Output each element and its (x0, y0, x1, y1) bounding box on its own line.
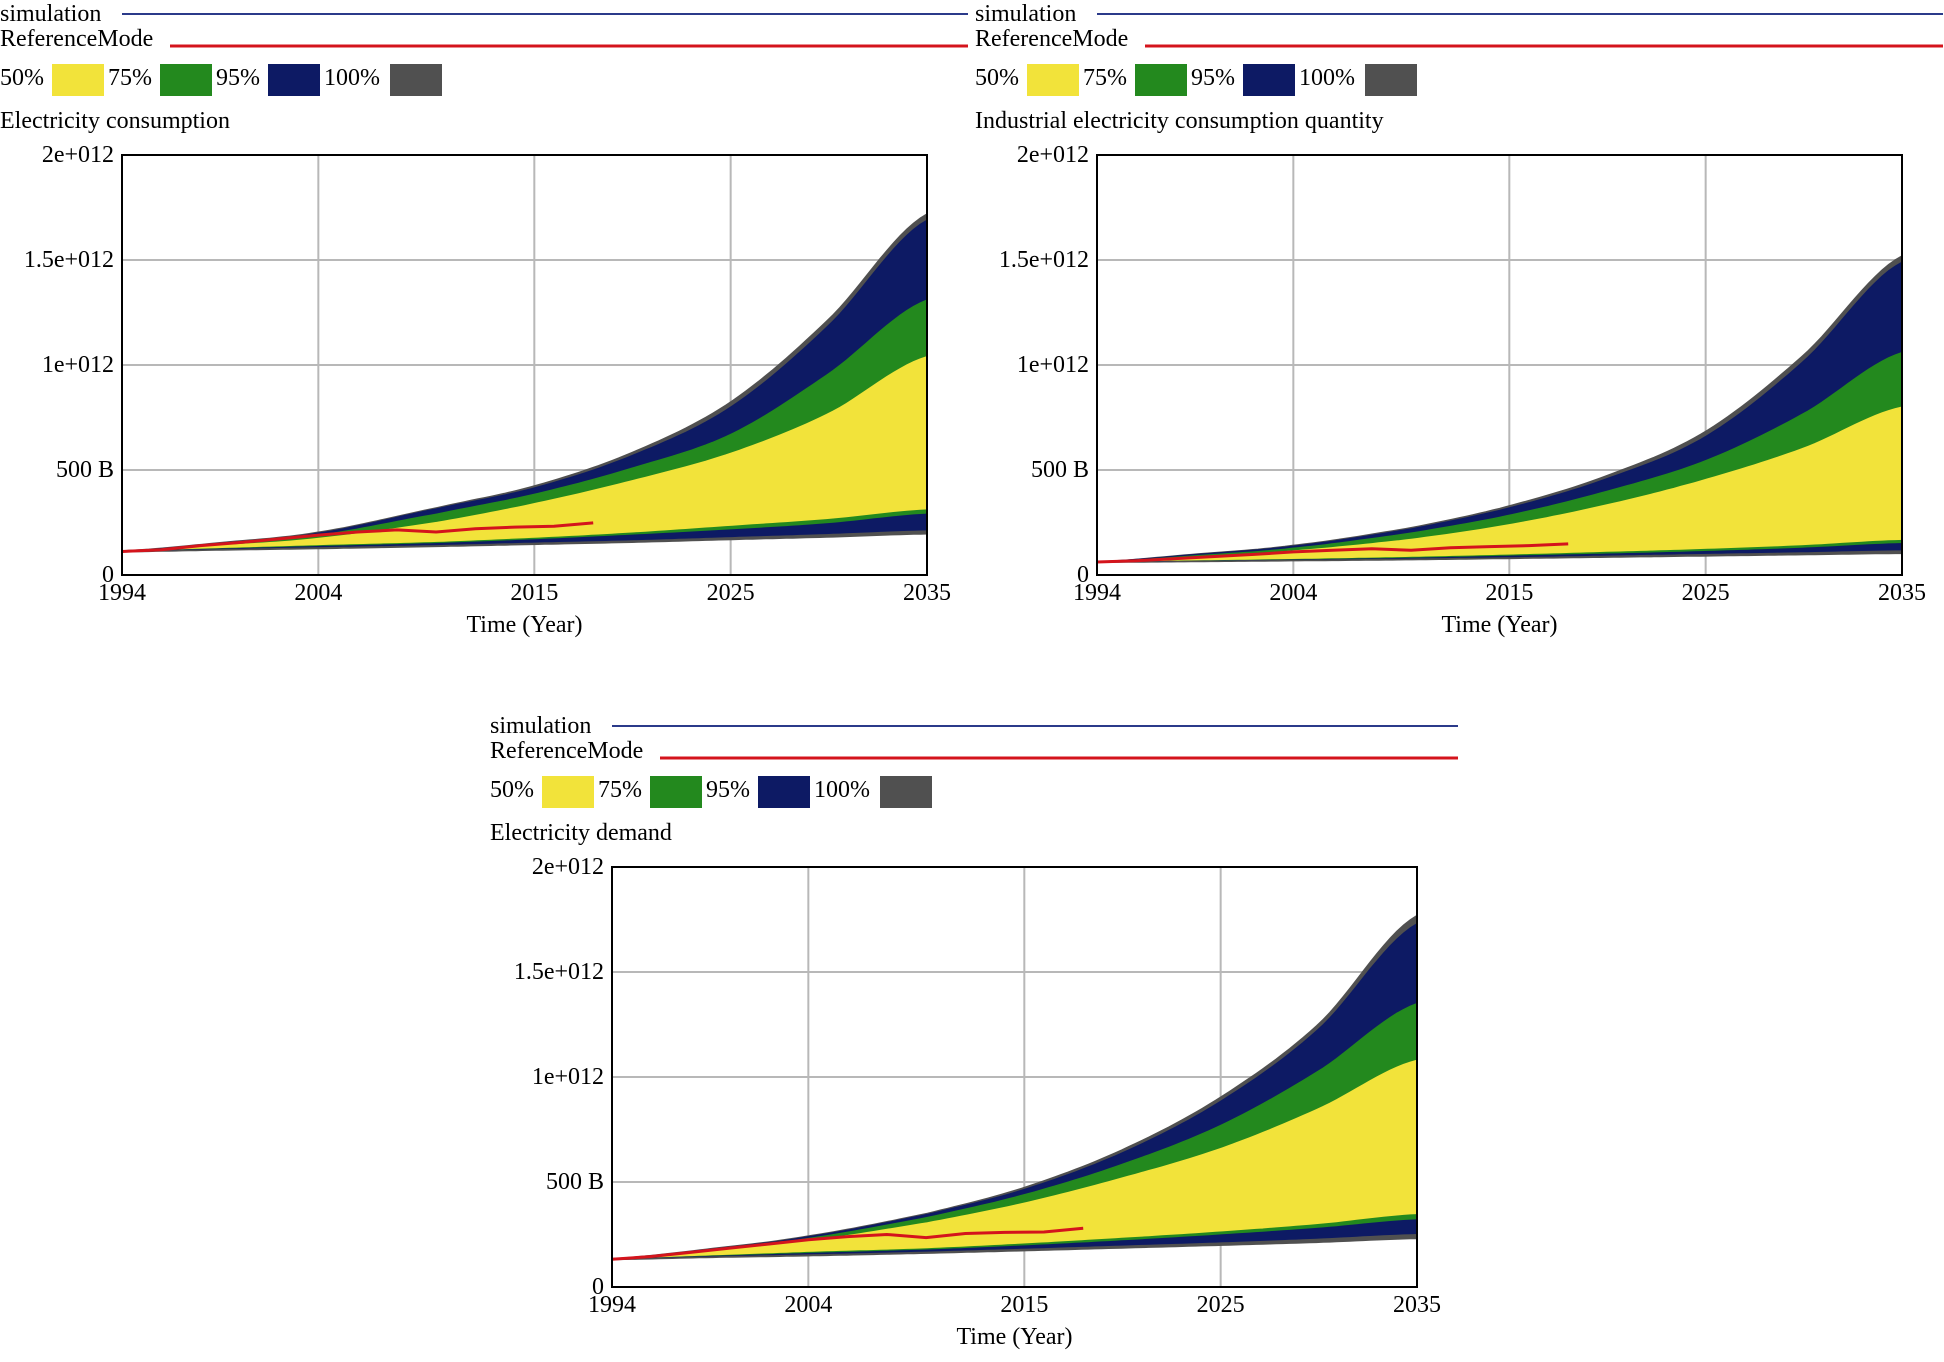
x-axis-label: Time (Year) (1441, 612, 1558, 638)
legend-swatch-75pct (1135, 64, 1187, 96)
x-tick-label: 2015 (1485, 580, 1534, 606)
x-axis-label: Time (Year) (466, 612, 583, 638)
x-tick-label: 1994 (98, 580, 146, 606)
chart-panel-3: simulation ReferenceMode 50% 75% 95% 100% Elec… (490, 712, 1458, 1362)
x-tick-label: 2015 (510, 580, 559, 606)
y-tick-label: 1e+012 (531, 1064, 604, 1090)
chart-title: Electricity consumption (0, 108, 230, 134)
legend-band-label-75pct: 75% (1083, 65, 1127, 91)
legend-band-label-50pct: 50% (975, 65, 1019, 91)
x-tick-label: 2035 (1878, 580, 1926, 606)
legend-band-label-95pct: 95% (1191, 65, 1235, 91)
legend-label-reference-mode: ReferenceMode (975, 26, 1129, 52)
legend-band-label-95pct: 95% (706, 777, 750, 803)
y-tick-label: 500 B (1030, 457, 1089, 483)
y-tick-label: 0 (1077, 562, 1089, 588)
y-tick-label: 500 B (55, 457, 114, 483)
chart-svg (611, 725, 1458, 1288)
x-tick-label: 2004 (294, 580, 343, 606)
y-tick-label: 2e+012 (531, 854, 604, 880)
legend-label-simulation: simulation (975, 1, 1077, 27)
legend-band-label-50pct: 50% (490, 777, 534, 803)
y-tick-label: 1e+012 (41, 352, 114, 378)
y-tick-label: 2e+012 (1016, 142, 1089, 168)
reference-mode-line (611, 1226, 1084, 1261)
legend-swatch-75pct (650, 776, 702, 808)
x-axis-label: Time (Year) (956, 1324, 1073, 1350)
y-tick-label: 1.5e+012 (23, 247, 114, 273)
x-tick-label: 1994 (1073, 580, 1121, 606)
legend-label-simulation: simulation (0, 1, 102, 27)
legend-swatch-75pct (160, 64, 212, 96)
legend-band-label-50pct: 50% (0, 65, 44, 91)
legend-swatch-95pct (1243, 64, 1295, 96)
legend-swatch-95pct (758, 776, 810, 808)
chart-panel-1: simulation ReferenceMode 50% 75% 95% 100% Elec… (0, 0, 968, 650)
legend-swatch-100pct (880, 776, 932, 808)
chart-title: Industrial electricity consumption quant… (975, 108, 1384, 134)
y-tick-label: 0 (592, 1274, 604, 1300)
legend-band-label-75pct: 75% (108, 65, 152, 91)
reference-mode-line (1096, 542, 1569, 564)
x-tick-label: 2025 (1681, 580, 1730, 606)
chart-svg (121, 13, 968, 576)
x-tick-label: 2004 (784, 1292, 833, 1318)
x-tick-label: 2015 (1000, 1292, 1049, 1318)
y-tick-label: 1e+012 (1016, 352, 1089, 378)
x-tick-label: 2035 (1393, 1292, 1441, 1318)
chart-svg (1096, 13, 1943, 576)
legend-swatch-95pct (268, 64, 320, 96)
y-tick-label: 1.5e+012 (513, 959, 604, 985)
legend-swatch-50pct (1027, 64, 1079, 96)
reference-mode-line (121, 521, 594, 553)
legend-band-label-75pct: 75% (598, 777, 642, 803)
x-tick-label: 2004 (1269, 580, 1318, 606)
x-tick-label: 1994 (588, 1292, 636, 1318)
x-tick-label: 2035 (903, 580, 951, 606)
legend-band-label-100pct: 100% (1299, 65, 1355, 91)
x-tick-label: 2025 (1196, 1292, 1245, 1318)
plot-frame (121, 154, 928, 576)
y-tick-label: 500 B (545, 1169, 604, 1195)
legend-swatch-50pct (542, 776, 594, 808)
legend-label-reference-mode: ReferenceMode (490, 738, 644, 764)
legend-band-label-100pct: 100% (814, 777, 870, 803)
plot-frame (1096, 154, 1903, 576)
legend-label-simulation: simulation (490, 713, 592, 739)
legend-band-label-100pct: 100% (324, 65, 380, 91)
legend-swatch-100pct (1365, 64, 1417, 96)
legend-swatch-50pct (52, 64, 104, 96)
legend-band-label-95pct: 95% (216, 65, 260, 91)
legend-swatch-100pct (390, 64, 442, 96)
chart-panel-2: simulation ReferenceMode 50% 75% 95% 100% Indu… (975, 0, 1943, 650)
x-tick-label: 2025 (706, 580, 755, 606)
y-tick-label: 2e+012 (41, 142, 114, 168)
plot-frame (611, 866, 1418, 1288)
chart-title: Electricity demand (490, 820, 672, 846)
y-tick-label: 1.5e+012 (998, 247, 1089, 273)
y-tick-label: 0 (102, 562, 114, 588)
legend-label-reference-mode: ReferenceMode (0, 26, 154, 52)
